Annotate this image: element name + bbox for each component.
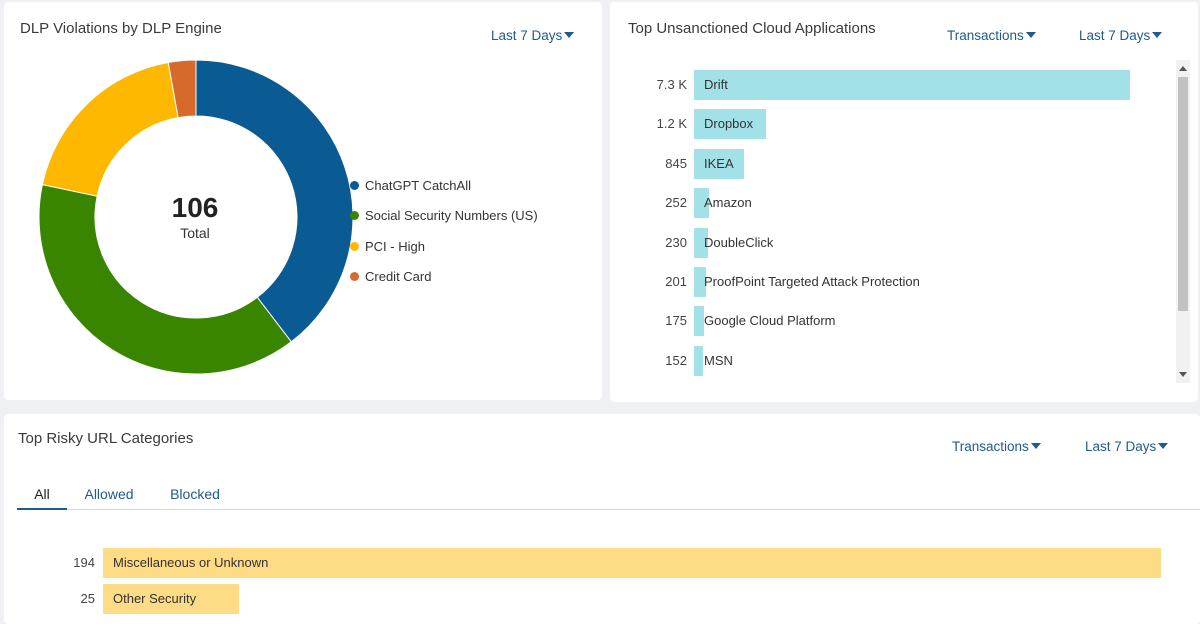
bar[interactable] — [694, 109, 766, 140]
chevron-down-icon — [564, 32, 575, 38]
bar-value-label: 7.3 K — [656, 77, 687, 92]
scroll-up-icon[interactable] — [1179, 66, 1187, 71]
dlp-legend: ChatGPT CatchAll Social Security Numbers … — [350, 170, 538, 292]
legend-label: Social Security Numbers (US) — [365, 208, 538, 224]
bar-value-label: 1.2 K — [656, 116, 687, 132]
chevron-down-icon — [1025, 32, 1036, 38]
legend-label: ChatGPT CatchAll — [365, 177, 471, 193]
cloud-panel-title: Top Unsanctioned Cloud Applications — [628, 20, 876, 37]
bar[interactable] — [694, 188, 710, 219]
bar-category-label: Amazon — [704, 195, 752, 211]
cloud-metric-dropdown[interactable]: Transactions — [947, 28, 1036, 43]
legend-dot-icon — [350, 272, 359, 282]
cloud-time-filter-dropdown[interactable]: Last 7 Days — [1079, 28, 1163, 43]
tab-allowed[interactable]: Allowed — [84, 486, 134, 502]
tab-blocked[interactable]: Blocked — [170, 486, 220, 502]
bar[interactable] — [694, 306, 705, 337]
legend-item[interactable]: PCI - High — [350, 231, 538, 262]
tab-all[interactable]: All — [17, 482, 67, 510]
legend-item[interactable]: ChatGPT CatchAll — [350, 170, 538, 201]
cloud-time-filter-label: Last 7 Days — [1079, 28, 1151, 43]
bar-category-label: MSN — [704, 352, 733, 368]
legend-label: PCI - High — [365, 238, 425, 254]
url-metric-label: Transactions — [952, 439, 1029, 454]
url-panel-title: Top Risky URL Categories — [18, 430, 194, 447]
bar-category-label: Other Security — [113, 591, 197, 606]
bar-value-label: 25 — [80, 591, 95, 606]
cloud-scrollbar-thumb[interactable] — [1178, 77, 1188, 311]
donut-slice-pci-high[interactable] — [41, 61, 179, 197]
scroll-down-icon[interactable] — [1179, 372, 1187, 377]
donut-slice-chatgpt-catchall[interactable] — [195, 59, 354, 343]
url-time-filter-label: Last 7 Days — [1085, 439, 1157, 454]
risky-url-categories-panel: Top Risky URL Categories Transactions La… — [4, 414, 1200, 624]
bar[interactable] — [694, 227, 708, 258]
bar-value-label: 201 — [665, 274, 687, 289]
bar-category-label: Drift — [704, 77, 728, 92]
bar[interactable] — [103, 548, 1161, 578]
dlp-violations-panel: DLP Violations by DLP Engine Last 7 Days… — [4, 2, 602, 400]
bar-category-label: DoubleClick — [704, 234, 774, 250]
bar-value-label: 152 — [665, 352, 687, 368]
dlp-time-filter-label: Last 7 Days — [491, 28, 563, 43]
chevron-down-icon — [1152, 32, 1163, 38]
bar[interactable] — [694, 148, 745, 179]
donut-total-value: 106 — [171, 192, 219, 223]
cloud-metric-label: Transactions — [947, 28, 1024, 43]
chevron-down-icon — [1030, 443, 1041, 449]
bar[interactable] — [694, 70, 1130, 100]
bar-value-label: 230 — [665, 234, 687, 250]
bar-value-label: 175 — [665, 313, 687, 329]
chevron-down-icon — [1158, 443, 1169, 449]
legend-dot-icon — [350, 241, 359, 251]
bar-category-label: ProofPoint Targeted Attack Protection — [704, 274, 920, 289]
bar-value-label: 845 — [665, 155, 687, 171]
legend-dot-icon — [350, 211, 359, 221]
legend-dot-icon — [350, 180, 359, 190]
bar-value-label: 252 — [665, 195, 687, 211]
dlp-donut-chart — [38, 59, 354, 375]
bar-category-label: Google Cloud Platform — [704, 313, 836, 329]
donut-slice-credit-card[interactable] — [167, 59, 197, 119]
legend-item[interactable]: Social Security Numbers (US) — [350, 201, 538, 232]
url-metric-dropdown[interactable]: Transactions — [952, 439, 1041, 454]
bar[interactable] — [694, 267, 706, 297]
bar-category-label: Dropbox — [704, 116, 754, 132]
bar[interactable] — [694, 345, 704, 376]
dlp-time-filter-dropdown[interactable]: Last 7 Days — [491, 28, 575, 43]
donut-total-label: Total — [180, 225, 210, 241]
legend-label: Credit Card — [365, 269, 432, 285]
legend-item[interactable]: Credit Card — [350, 262, 538, 293]
url-time-filter-dropdown[interactable]: Last 7 Days — [1085, 439, 1169, 454]
bar-category-label: Miscellaneous or Unknown — [113, 555, 269, 570]
bar-category-label: IKEA — [704, 155, 734, 171]
donut-slice-social-security-numbers-us[interactable] — [38, 184, 292, 375]
unsanctioned-cloud-apps-panel: Top Unsanctioned Cloud Applications Tran… — [610, 2, 1198, 402]
dlp-panel-title: DLP Violations by DLP Engine — [20, 20, 222, 37]
bar[interactable] — [103, 584, 240, 614]
bar-value-label: 194 — [73, 555, 95, 570]
url-filter-tabs: All Allowed Blocked — [17, 482, 1200, 510]
